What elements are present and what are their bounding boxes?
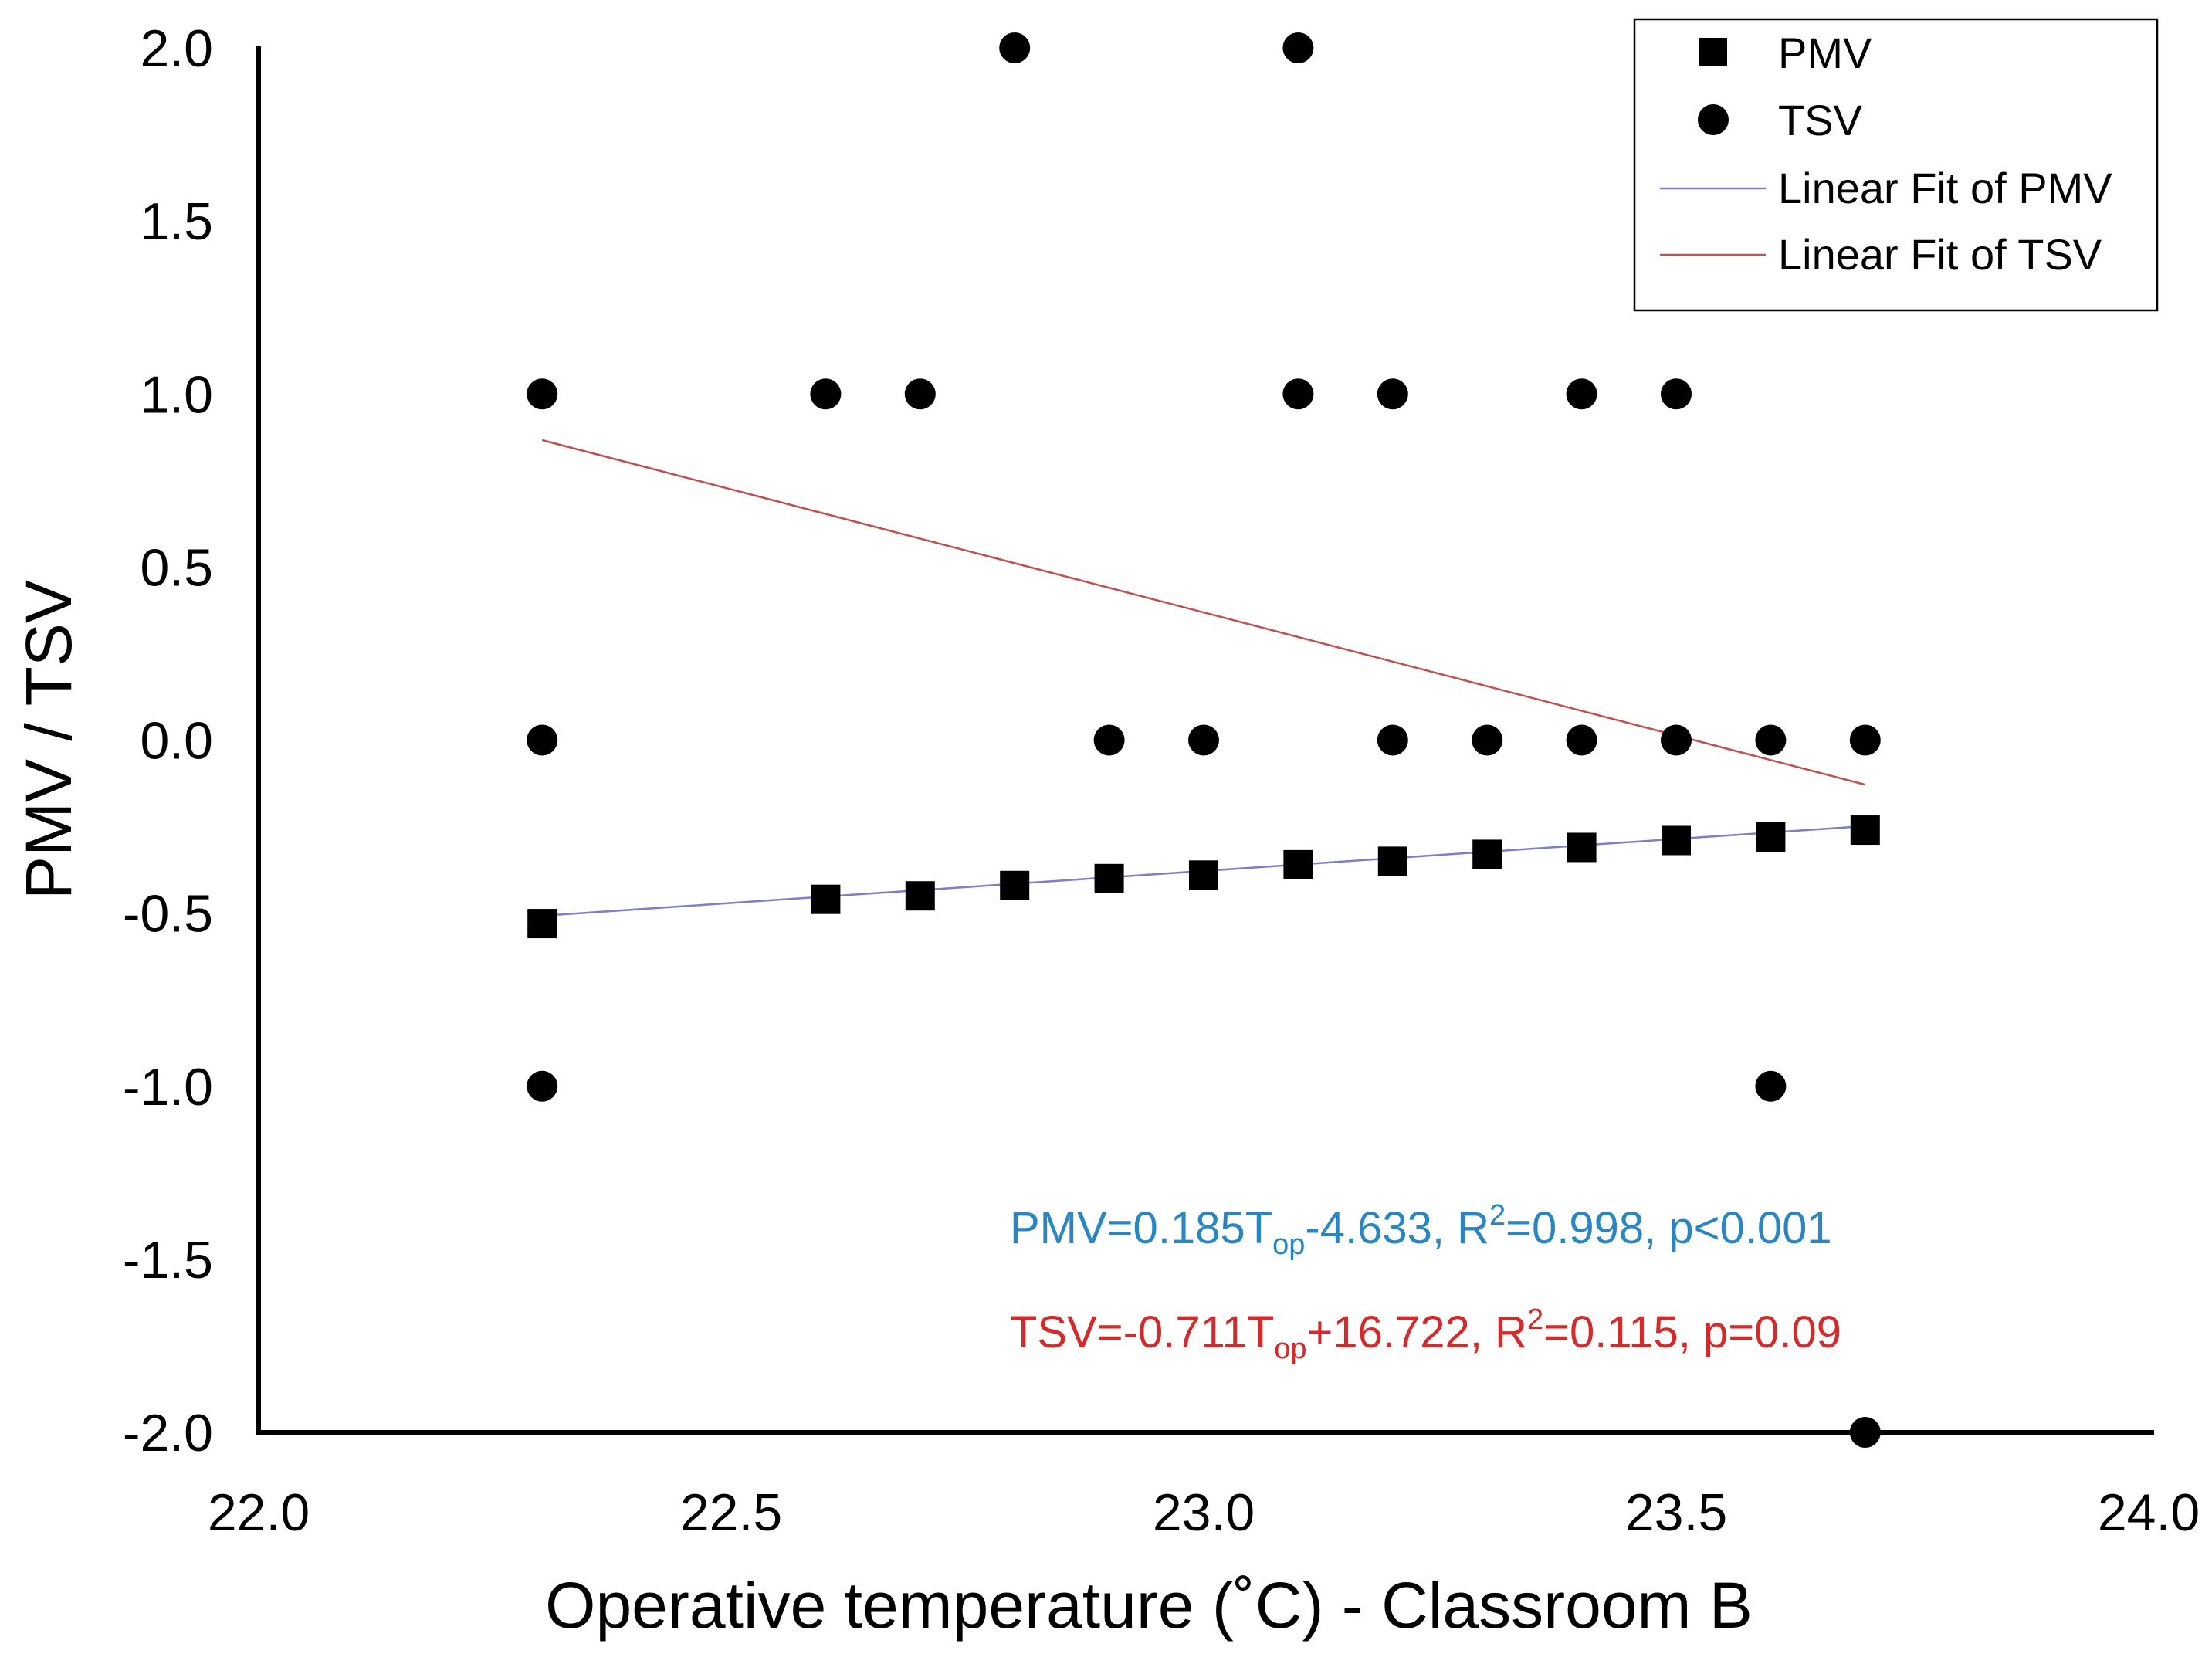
tsv-point <box>1661 378 1692 410</box>
legend-pmv-marker <box>1699 38 1727 66</box>
tsv-point <box>1755 1070 1787 1102</box>
pmv-series <box>527 815 1880 939</box>
legend-box <box>1633 18 2159 312</box>
tsv-point <box>1566 378 1597 410</box>
pmv-point <box>1662 825 1691 856</box>
pmv-point <box>527 909 557 939</box>
tsv-point <box>904 378 936 410</box>
tsv-point <box>527 724 558 756</box>
x-axis-title: Operative temperature (˚C) - Classroom B <box>545 1569 1753 1642</box>
tsv-eq-middle: +16.722, R <box>1307 1307 1527 1357</box>
legend-pmv-fit-label: Linear Fit of PMV <box>1778 164 2112 212</box>
tsv-point <box>1282 378 1314 410</box>
pmv-point <box>1000 870 1030 900</box>
pmv-point <box>905 881 935 911</box>
tsv-eq-subscript: op <box>1274 1333 1306 1365</box>
y-tick-label: 1.0 <box>140 365 213 424</box>
tsv-point <box>999 32 1031 63</box>
tsv-point <box>1093 724 1125 756</box>
tsv-eq-suffix: =0.115, p=0.09 <box>1543 1307 1841 1357</box>
tsv-point <box>810 378 842 410</box>
tsv-point <box>1661 724 1692 756</box>
pmv-eq-subscript: op <box>1272 1229 1305 1261</box>
x-tick-label: 23.0 <box>1153 1483 1255 1542</box>
pmv-point <box>1189 860 1218 890</box>
pmv-point <box>1094 863 1124 893</box>
legend-tsv-label: TSV <box>1778 96 1863 144</box>
y-tick-label: 0.5 <box>140 538 213 597</box>
pmv-point <box>1377 846 1407 876</box>
tsv-point <box>1849 724 1881 756</box>
tsv-point <box>1282 32 1314 63</box>
legend-pmv-label: PMV <box>1778 29 1872 77</box>
x-tick-label: 22.5 <box>680 1483 782 1542</box>
y-tick-label: 2.0 <box>140 19 213 78</box>
legend-tsv-fit-label: Linear Fit of TSV <box>1778 230 2102 279</box>
tsv-point <box>1566 724 1597 756</box>
y-tick-label: -2.0 <box>123 1404 213 1462</box>
tsv-fit-line <box>541 439 1866 786</box>
tsv-point <box>527 378 558 410</box>
pmv-equation: PMV=0.185Top-4.633, R2=0.998, p<0.001 <box>1010 1199 1832 1261</box>
pmv-point <box>1756 822 1786 852</box>
y-tick-label: 1.5 <box>140 192 213 251</box>
pmv-point <box>1283 849 1313 879</box>
y-tick-label: -0.5 <box>123 885 213 944</box>
tsv-point <box>527 1070 558 1102</box>
y-tick-labels: 2.0 1.5 1.0 0.5 0.0 -0.5 -1.0 -1.5 -2.0 <box>123 19 213 1462</box>
tsv-eq-prefix: TSV=-0.711T <box>1010 1307 1274 1357</box>
axes <box>256 46 2154 1435</box>
legend-tsv-marker <box>1698 104 1729 135</box>
pmv-eq-suffix: =0.998, p<0.001 <box>1506 1203 1832 1253</box>
tsv-point <box>1755 724 1787 756</box>
pmv-eq-middle: -4.633, R <box>1305 1203 1489 1253</box>
y-tick-label: -1.0 <box>123 1058 213 1117</box>
tsv-point <box>1472 724 1503 756</box>
pmv-point <box>811 884 841 914</box>
legend: PMV TSV Linear Fit of PMV Linear Fit of … <box>1633 18 2159 312</box>
pmv-point <box>1472 839 1502 869</box>
tsv-equation: TSV=-0.711Top+16.722, R2=0.115, p=0.09 <box>1010 1303 1841 1365</box>
pmv-point <box>1850 815 1880 846</box>
x-tick-labels: 22.0 22.5 23.0 23.5 24.0 <box>208 1483 2200 1542</box>
x-tick-label: 23.5 <box>1625 1483 1727 1542</box>
tsv-eq-superscript: 2 <box>1527 1303 1543 1336</box>
pmv-eq-superscript: 2 <box>1489 1199 1506 1232</box>
y-tick-label: 0.0 <box>140 712 213 771</box>
tsv-point <box>1849 1417 1881 1448</box>
tsv-point <box>1188 724 1219 756</box>
x-tick-label: 24.0 <box>2098 1483 2200 1542</box>
y-axis-title: PMV / TSV <box>12 580 85 900</box>
x-tick-label: 22.0 <box>208 1483 310 1542</box>
tsv-point <box>1377 378 1408 410</box>
tsv-series <box>527 32 1881 1448</box>
pmv-point <box>1567 832 1597 863</box>
pmv-eq-prefix: PMV=0.185T <box>1010 1203 1272 1253</box>
tsv-point <box>1377 724 1408 756</box>
y-tick-label: -1.5 <box>123 1231 213 1290</box>
